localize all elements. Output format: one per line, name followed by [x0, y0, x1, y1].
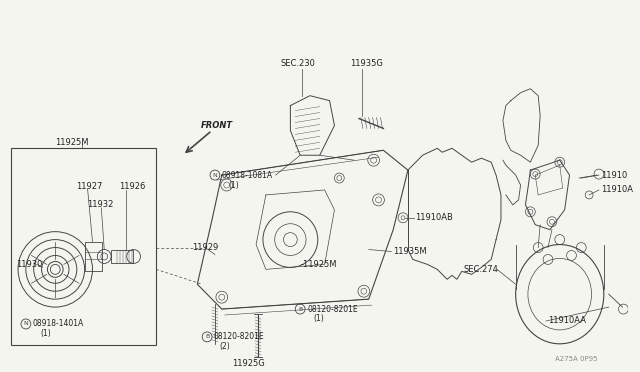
Text: (1): (1)	[314, 314, 324, 324]
Text: N: N	[212, 173, 218, 177]
Text: B: B	[205, 334, 209, 339]
Bar	[111, 250, 132, 263]
Text: 08120-8201E: 08120-8201E	[214, 332, 264, 341]
Text: 11910AA: 11910AA	[548, 317, 586, 326]
Text: 11927: 11927	[76, 182, 102, 190]
Text: B: B	[298, 307, 302, 312]
Text: 11926: 11926	[119, 182, 145, 190]
Text: FRONT: FRONT	[201, 121, 234, 130]
Text: 11910A: 11910A	[601, 186, 633, 195]
Bar	[11, 148, 156, 345]
Text: 11925M: 11925M	[55, 138, 89, 147]
Text: A275A 0P95: A275A 0P95	[555, 356, 597, 362]
Text: 08120-8201E: 08120-8201E	[307, 305, 358, 314]
Bar	[84, 241, 102, 271]
Text: 08918-1081A: 08918-1081A	[222, 171, 273, 180]
Text: -11925M: -11925M	[300, 260, 337, 269]
Text: 08918-1401A: 08918-1401A	[33, 320, 84, 328]
Text: 11935G: 11935G	[350, 60, 383, 68]
Text: 11910: 11910	[601, 171, 627, 180]
Text: SEC.230: SEC.230	[280, 60, 316, 68]
Text: N: N	[24, 321, 28, 327]
Text: (1): (1)	[228, 180, 239, 189]
Text: SEC.274: SEC.274	[464, 265, 499, 274]
Text: (2): (2)	[220, 342, 230, 351]
Text: 11932: 11932	[88, 201, 114, 209]
Text: 11925G: 11925G	[232, 359, 264, 368]
Text: 11910AB: 11910AB	[415, 213, 452, 222]
Text: 11930: 11930	[16, 260, 42, 269]
Text: 11929: 11929	[193, 243, 219, 252]
Text: 11935M: 11935M	[393, 247, 427, 256]
Text: (1): (1)	[40, 329, 51, 339]
